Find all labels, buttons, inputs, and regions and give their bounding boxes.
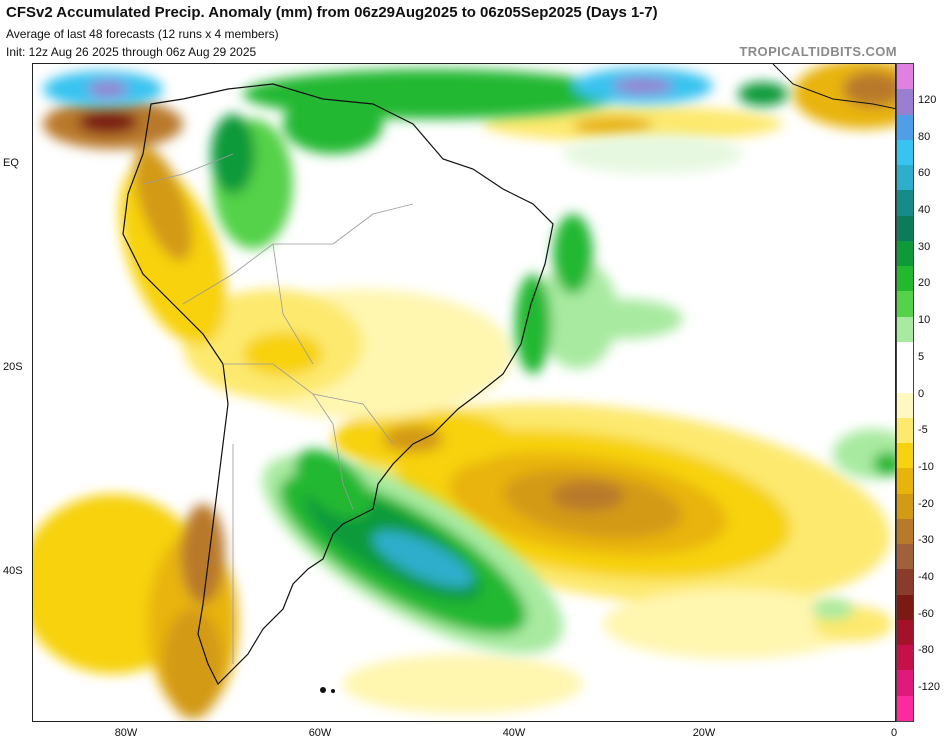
chart-title: CFSv2 Accumulated Precip. Anomaly (mm) f… [6, 4, 658, 21]
colorbar-swatch [897, 139, 913, 166]
colorbar-swatch [897, 89, 913, 116]
colorbar [896, 63, 914, 722]
colorbar-label: -60 [918, 607, 934, 620]
lon-label-40w: 40W [502, 727, 526, 739]
colorbar-label: 20 [918, 277, 931, 290]
colorbar-label: -30 [918, 534, 934, 547]
colorbar-swatch [897, 493, 913, 520]
colorbar-swatch [897, 569, 913, 596]
lat-label-20s: 20S [3, 361, 23, 373]
colorbar-swatch [897, 443, 913, 469]
lon-label-80w: 80W [114, 727, 138, 739]
colorbar-label: 0 [918, 387, 925, 400]
colorbar-label: 80 [918, 130, 931, 143]
colorbar-label: -40 [918, 570, 934, 583]
colorbar-label: -20 [918, 497, 934, 510]
lat-label-40s: 40S [3, 565, 23, 577]
chart-subtitle: Average of last 48 forecasts (12 runs x … [6, 27, 279, 41]
colorbar-label: 5 [918, 350, 925, 363]
colorbar-swatch [897, 266, 913, 292]
south-america-coastline [122, 83, 554, 686]
colorbar-label: -10 [918, 460, 934, 473]
brand-watermark: TROPICALTIDBITS.COM [739, 44, 897, 59]
lon-label-20w: 20W [692, 727, 716, 739]
colorbar-swatch [897, 114, 913, 141]
colorbar-swatch [897, 316, 913, 343]
colorbar-swatch [897, 367, 913, 393]
colorbar-swatch [897, 215, 913, 242]
colorbar-label: 10 [918, 314, 931, 327]
colorbar-label: 40 [918, 204, 931, 217]
colorbar-swatch [897, 468, 913, 495]
wet-anomaly-field [43, 68, 895, 654]
colorbar-swatch [897, 341, 913, 368]
colorbar-label: 30 [918, 240, 931, 253]
colorbar-swatch [897, 64, 913, 90]
colorbar-swatch [897, 165, 913, 191]
colorbar-label: -120 [918, 681, 941, 693]
colorbar-label: 60 [918, 167, 931, 180]
lon-label-60w: 60W [308, 727, 332, 739]
colorbar-swatch [897, 392, 913, 419]
colorbar-label: 120 [918, 94, 937, 106]
colorbar-swatch [897, 190, 913, 217]
init-time: Init: 12z Aug 26 2025 through 06z Aug 29… [6, 45, 257, 59]
colorbar-swatch [897, 695, 913, 722]
colorbar-swatch [897, 518, 913, 545]
lat-label-eq: EQ [3, 157, 19, 169]
colorbar-swatch [897, 291, 913, 318]
colorbar-swatch [897, 619, 913, 646]
colorbar-swatch [897, 594, 913, 621]
colorbar-swatch [897, 240, 913, 267]
colorbar-swatch [897, 417, 913, 444]
islands [320, 687, 335, 693]
colorbar-label: -80 [918, 644, 934, 657]
colorbar-label: -5 [918, 424, 928, 437]
colorbar-swatch [897, 670, 913, 697]
colorbar-swatch [897, 645, 913, 671]
country-borders [142, 153, 414, 664]
africa-coastline [772, 64, 895, 110]
dry-anomaly-field [33, 64, 895, 719]
colorbar-swatch [897, 544, 913, 570]
map-canvas [33, 64, 895, 721]
precip-anomaly-map [32, 63, 896, 722]
lon-label-0: 0 [890, 727, 898, 739]
